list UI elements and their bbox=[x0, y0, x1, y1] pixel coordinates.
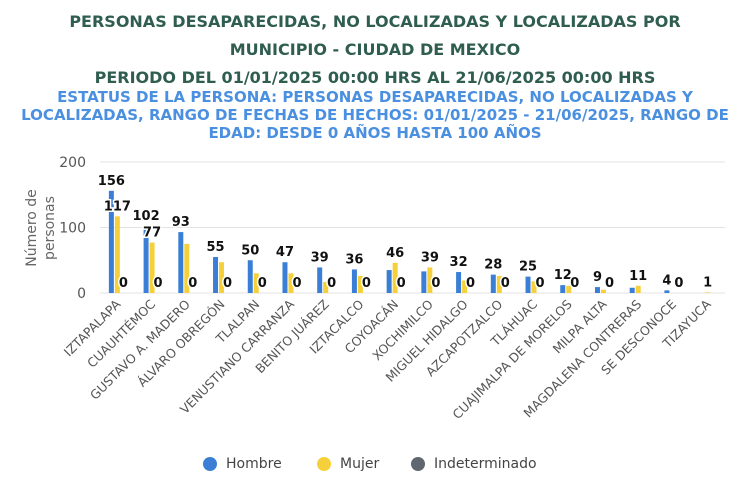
data-label-26: 25 bbox=[519, 260, 537, 275]
data-label-14: 39 bbox=[311, 250, 329, 265]
bar-mujer-2 bbox=[184, 243, 190, 293]
data-label-8: 55 bbox=[206, 240, 224, 255]
data-label-24: 28 bbox=[484, 258, 502, 273]
legend-item-hombre[interactable]: Hombre bbox=[203, 456, 282, 472]
bar-hombre-13 bbox=[560, 285, 566, 293]
data-label-34: 0 bbox=[674, 276, 683, 291]
data-label-9: 0 bbox=[223, 276, 232, 291]
data-label-33: 4 bbox=[662, 273, 671, 288]
chart-subtitle: ESTATUS DE LA PERSONA: PERSONAS DESAPARE… bbox=[21, 88, 729, 142]
data-label-2: 0 bbox=[119, 276, 128, 291]
bar-hombre-3 bbox=[213, 256, 219, 293]
legend-marker-mujer bbox=[317, 457, 331, 471]
chart-title-line-2: MUNICIPIO - CIUDAD DE MEXICO bbox=[229, 40, 521, 59]
y-axis-title: Número de personas bbox=[24, 189, 58, 267]
bar-mujer-9 bbox=[427, 267, 433, 293]
bar-hombre-14 bbox=[594, 287, 600, 293]
bar-mujer-13 bbox=[566, 285, 572, 293]
data-label-7: 0 bbox=[188, 276, 197, 291]
bar-hombre-10 bbox=[456, 272, 462, 293]
bar-hombre-12 bbox=[525, 276, 531, 293]
data-label-1: 117 bbox=[104, 199, 131, 214]
legend-item-indeterminado[interactable]: Indeterminado bbox=[411, 456, 537, 472]
y-tick-label-100: 100 bbox=[59, 221, 86, 237]
bar-mujer-1 bbox=[149, 242, 155, 293]
bar-mujer-0 bbox=[114, 216, 120, 293]
bar-hombre-9 bbox=[421, 271, 427, 293]
data-label-21: 0 bbox=[431, 276, 440, 291]
data-label-32: 11 bbox=[629, 269, 647, 284]
data-label-23: 0 bbox=[466, 276, 475, 291]
data-label-29: 0 bbox=[570, 276, 579, 291]
data-label-13: 0 bbox=[292, 276, 301, 291]
data-label-28: 12 bbox=[554, 268, 572, 283]
bar-hombre-6 bbox=[317, 267, 323, 293]
bar-mujer-4 bbox=[253, 273, 259, 293]
data-label-10: 50 bbox=[241, 243, 259, 258]
data-label-4: 77 bbox=[143, 226, 161, 241]
legend-marker-indeterminado bbox=[411, 457, 425, 471]
legend-label-hombre: Hombre bbox=[226, 456, 282, 472]
chart-title-line-1: PERSONAS DESAPARECIDAS, NO LOCALIZADAS Y… bbox=[69, 12, 681, 31]
data-label-18: 46 bbox=[386, 246, 404, 261]
bar-hombre-8 bbox=[386, 270, 392, 293]
bar-hombre-11 bbox=[490, 274, 496, 293]
data-label-0: 156 bbox=[98, 174, 125, 189]
bar-mujer-8 bbox=[392, 262, 398, 293]
y-tick-label-200: 200 bbox=[59, 155, 86, 171]
legend-item-mujer[interactable]: Mujer bbox=[317, 456, 379, 472]
bar-hombre-2 bbox=[178, 232, 184, 293]
data-label-17: 0 bbox=[362, 276, 371, 291]
data-label-25: 0 bbox=[501, 276, 510, 291]
bar-hombre-5 bbox=[282, 262, 288, 293]
chart-title-line-3: PERIODO DEL 01/01/2025 00:00 HRS AL 21/0… bbox=[94, 68, 656, 87]
bar-mujer-10 bbox=[462, 280, 468, 293]
bar-mujer-11 bbox=[496, 275, 502, 293]
bar-mujer-6 bbox=[323, 281, 329, 293]
data-label-15: 0 bbox=[327, 276, 336, 291]
legend-marker-hombre bbox=[203, 457, 217, 471]
data-label-11: 0 bbox=[258, 276, 267, 291]
bar-mujer-3 bbox=[219, 262, 225, 293]
bar-mujer-15 bbox=[635, 285, 641, 293]
data-label-19: 0 bbox=[397, 276, 406, 291]
bar-hombre-16 bbox=[664, 290, 670, 293]
data-label-12: 47 bbox=[276, 245, 294, 260]
data-label-31: 0 bbox=[605, 276, 614, 291]
data-label-22: 32 bbox=[450, 255, 468, 270]
chart-legend: Hombre Mujer Indeterminado bbox=[0, 456, 750, 478]
bar-mujer-17 bbox=[705, 292, 711, 293]
bar-hombre-7 bbox=[351, 269, 357, 293]
data-label-16: 36 bbox=[345, 252, 363, 267]
bar-mujer-14 bbox=[600, 289, 606, 293]
legend-label-indeterminado: Indeterminado bbox=[434, 456, 537, 472]
data-label-20: 39 bbox=[421, 250, 439, 265]
data-label-3: 102 bbox=[133, 209, 160, 224]
bar-mujer-7 bbox=[357, 275, 363, 293]
data-label-27: 0 bbox=[536, 276, 545, 291]
data-label-5: 0 bbox=[154, 276, 163, 291]
bar-mujer-5 bbox=[288, 273, 294, 293]
y-tick-label-0: 0 bbox=[77, 286, 86, 302]
bar-hombre-1 bbox=[143, 226, 149, 293]
data-label-30: 9 bbox=[593, 270, 602, 285]
data-label-6: 93 bbox=[172, 215, 190, 230]
bar-mujer-12 bbox=[531, 281, 537, 293]
bar-hombre-4 bbox=[247, 260, 253, 293]
bar-hombre-0 bbox=[108, 190, 114, 293]
data-label-35: 1 bbox=[703, 275, 712, 290]
bar-hombre-15 bbox=[629, 287, 635, 293]
legend-label-mujer: Mujer bbox=[340, 456, 380, 472]
